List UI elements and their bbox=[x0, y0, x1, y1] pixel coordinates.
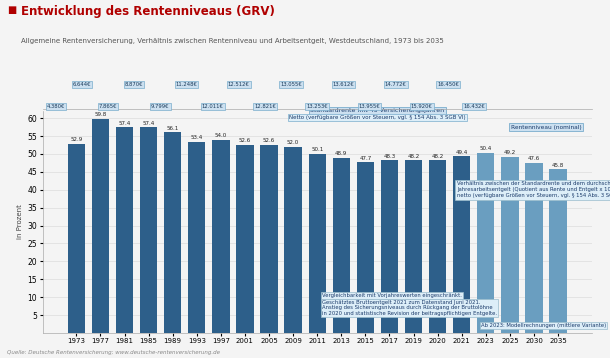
Text: ■: ■ bbox=[7, 5, 16, 15]
Text: 52.9: 52.9 bbox=[70, 137, 82, 142]
Text: 8.870€: 8.870€ bbox=[125, 82, 143, 87]
Bar bbox=[68, 144, 85, 333]
Bar bbox=[357, 162, 374, 333]
Text: 7.865€: 7.865€ bbox=[99, 104, 117, 109]
Text: 11.248€: 11.248€ bbox=[176, 82, 198, 87]
Text: 56.1: 56.1 bbox=[167, 126, 179, 131]
Text: Standardrente mit 45 Versicherungsjahren: Standardrente mit 45 Versicherungsjahren bbox=[310, 108, 445, 113]
Bar bbox=[381, 160, 398, 333]
Text: 13.055€: 13.055€ bbox=[280, 82, 302, 87]
Bar bbox=[92, 119, 109, 333]
Text: 16.432€: 16.432€ bbox=[463, 104, 485, 109]
Text: 6.644€: 6.644€ bbox=[73, 82, 91, 87]
Bar bbox=[260, 145, 278, 333]
Bar bbox=[116, 127, 133, 333]
Bar bbox=[525, 163, 543, 333]
Text: 13.955€: 13.955€ bbox=[359, 104, 381, 109]
Text: 48.3: 48.3 bbox=[383, 154, 396, 159]
Bar bbox=[164, 132, 181, 333]
Text: 15.920€: 15.920€ bbox=[411, 104, 432, 109]
Bar bbox=[332, 158, 350, 333]
Text: 4.380€: 4.380€ bbox=[46, 104, 65, 109]
Text: 12.821€: 12.821€ bbox=[254, 104, 276, 109]
Text: 47.7: 47.7 bbox=[359, 156, 371, 161]
Text: 52.0: 52.0 bbox=[287, 140, 300, 145]
Text: Entwicklung des Rentenniveaus (GRV): Entwicklung des Rentenniveaus (GRV) bbox=[21, 5, 275, 18]
Text: 9.799€: 9.799€ bbox=[151, 104, 170, 109]
Text: 53.4: 53.4 bbox=[191, 135, 203, 140]
Text: Vergleichbarkeit mit Vorjahreswerten eingeschränkt.: Vergleichbarkeit mit Vorjahreswerten ein… bbox=[322, 293, 462, 298]
Text: 50.4: 50.4 bbox=[479, 146, 492, 151]
Bar bbox=[284, 147, 302, 333]
Text: 13.253€: 13.253€ bbox=[306, 104, 328, 109]
Text: 12.011€: 12.011€ bbox=[202, 104, 224, 109]
Text: 52.6: 52.6 bbox=[239, 138, 251, 143]
Text: 12.512€: 12.512€ bbox=[228, 82, 249, 87]
Bar bbox=[477, 153, 495, 333]
Text: 57.4: 57.4 bbox=[118, 121, 131, 126]
Text: 48.9: 48.9 bbox=[335, 151, 348, 156]
Text: 48.2: 48.2 bbox=[431, 154, 443, 159]
Text: Verhältnis zwischen der Standardrente und dem durchschnittlichen
Jahresarbeitsen: Verhältnis zwischen der Standardrente un… bbox=[457, 182, 610, 198]
Text: Quelle: Deutsche Rentenversicherung; www.deutsche-rentenversicherung.de: Quelle: Deutsche Rentenversicherung; www… bbox=[7, 350, 220, 355]
Text: 47.6: 47.6 bbox=[528, 156, 540, 161]
Text: 49.4: 49.4 bbox=[456, 150, 468, 155]
Text: 49.2: 49.2 bbox=[504, 150, 516, 155]
Text: 16.450€: 16.450€ bbox=[437, 82, 459, 87]
Bar bbox=[501, 157, 518, 333]
Bar bbox=[140, 127, 157, 333]
Text: 14.772€: 14.772€ bbox=[385, 82, 407, 87]
Bar bbox=[212, 140, 229, 333]
Text: Rentenniveau (nominal): Rentenniveau (nominal) bbox=[511, 125, 581, 130]
Bar bbox=[550, 169, 567, 333]
Bar bbox=[453, 156, 470, 333]
Text: 45.8: 45.8 bbox=[552, 163, 564, 168]
Bar bbox=[188, 142, 206, 333]
Text: 54.0: 54.0 bbox=[215, 133, 227, 138]
Bar bbox=[236, 145, 254, 333]
Text: 59.8: 59.8 bbox=[95, 112, 107, 117]
Text: 13.612€: 13.612€ bbox=[332, 82, 354, 87]
Text: 48.2: 48.2 bbox=[407, 154, 420, 159]
Text: Ab 2023: Modellrechnungen (mittlere Variante): Ab 2023: Modellrechnungen (mittlere Vari… bbox=[481, 323, 606, 328]
Text: 57.4: 57.4 bbox=[143, 121, 155, 126]
Text: Netto (verfügbare Größen vor Steuern, vgl. § 154 Abs. 3 SGB VI): Netto (verfügbare Größen vor Steuern, vg… bbox=[289, 115, 465, 120]
Text: 52.6: 52.6 bbox=[263, 138, 275, 143]
Bar bbox=[309, 154, 326, 333]
Text: 50.1: 50.1 bbox=[311, 147, 323, 152]
Text: Geschätztes Bruttoentgelt 2021 zum Datenstand Juni 2021.
Anstieg des Sicherungsn: Geschätztes Bruttoentgelt 2021 zum Daten… bbox=[322, 300, 497, 316]
Y-axis label: in Prozent: in Prozent bbox=[17, 204, 23, 240]
Bar bbox=[429, 160, 447, 333]
Bar bbox=[405, 160, 422, 333]
Text: Allgemeine Rentenversicherung, Verhältnis zwischen Rentenniveau und Arbeitsentge: Allgemeine Rentenversicherung, Verhältni… bbox=[21, 38, 444, 44]
